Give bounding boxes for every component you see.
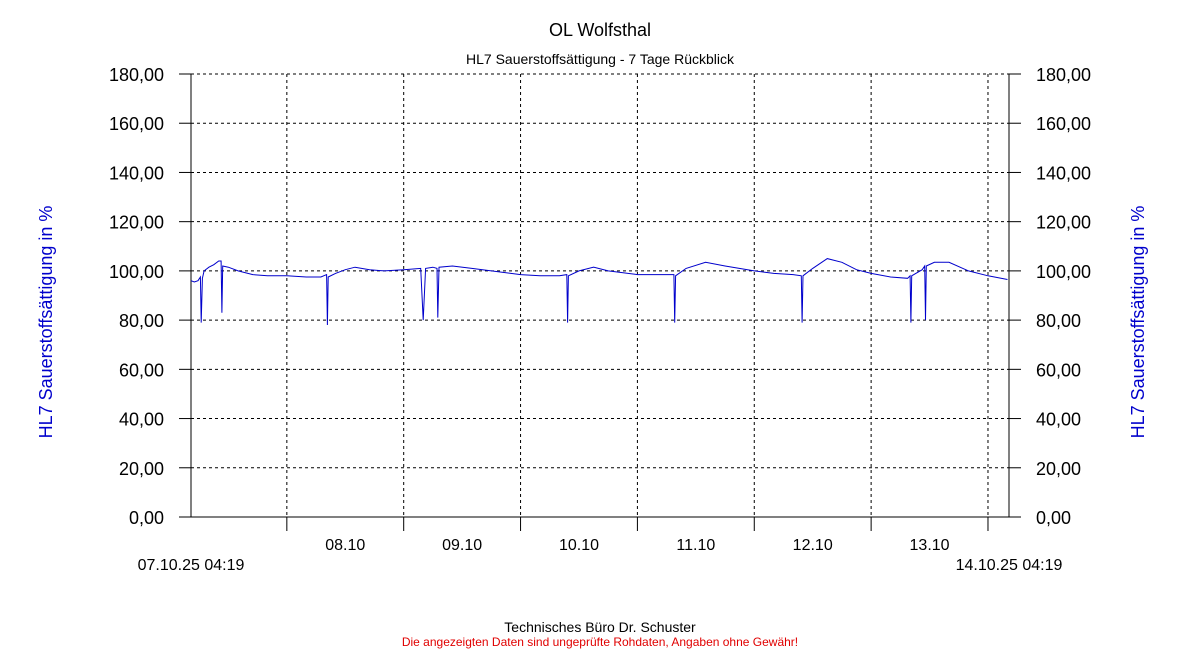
y-axis-title-left: HL7 Sauerstoffsättigung in %	[36, 206, 56, 439]
y-tick-label-left: 140,00	[109, 163, 164, 183]
y-tick-label-right: 180,00	[1036, 65, 1091, 85]
x-start-label: 07.10.25 04:19	[138, 557, 245, 574]
y-tick-label-right: 60,00	[1036, 360, 1081, 380]
y-tick-label-right: 0,00	[1036, 508, 1071, 528]
y-tick-label-left: 60,00	[119, 360, 164, 380]
y-tick-label-left: 80,00	[119, 311, 164, 331]
footer-disclaimer: Die angezeigten Daten sind ungeprüfte Ro…	[402, 635, 798, 649]
chart-subtitle: HL7 Sauerstoffsättigung - 7 Tage Rückbli…	[466, 51, 735, 67]
x-end-label: 14.10.25 04:19	[956, 557, 1063, 574]
y-tick-label-left: 120,00	[109, 213, 164, 233]
x-tick-label: 11.10	[676, 537, 715, 554]
series-line	[190, 258, 1008, 326]
y-tick-label-right: 100,00	[1036, 262, 1091, 282]
x-tick-label: 08.10	[325, 537, 365, 554]
y-tick-label-right: 160,00	[1036, 114, 1091, 134]
y-tick-label-left: 0,00	[129, 508, 164, 528]
y-tick-label-left: 160,00	[109, 114, 164, 134]
x-tick-label: 12.10	[793, 537, 833, 554]
chart-title: OL Wolfsthal	[549, 20, 651, 40]
x-tick-label: 10.10	[559, 537, 599, 554]
y-tick-label-left: 40,00	[119, 410, 164, 430]
y-tick-label-left: 20,00	[119, 459, 164, 479]
grid	[191, 73, 1009, 517]
series-layer	[190, 258, 1008, 326]
y-tick-label-right: 40,00	[1036, 410, 1081, 430]
y-tick-label-right: 20,00	[1036, 459, 1081, 479]
y-tick-label-right: 140,00	[1036, 163, 1091, 183]
y-tick-label-left: 180,00	[109, 65, 164, 85]
y-tick-label-left: 100,00	[109, 262, 164, 282]
axes	[179, 73, 1021, 531]
y-axis-title-right: HL7 Sauerstoffsättigung in %	[1128, 206, 1148, 439]
x-tick-label: 09.10	[442, 537, 482, 554]
tick-labels: 0,00 0,00 20,00 20,00 40,00 40,00 60,00 60,00 80…	[109, 65, 1091, 554]
x-tick-label: 13.10	[910, 537, 950, 554]
footer-company: Technisches Büro Dr. Schuster	[504, 619, 696, 635]
y-tick-label-right: 80,00	[1036, 311, 1081, 331]
y-tick-label-right: 120,00	[1036, 213, 1091, 233]
